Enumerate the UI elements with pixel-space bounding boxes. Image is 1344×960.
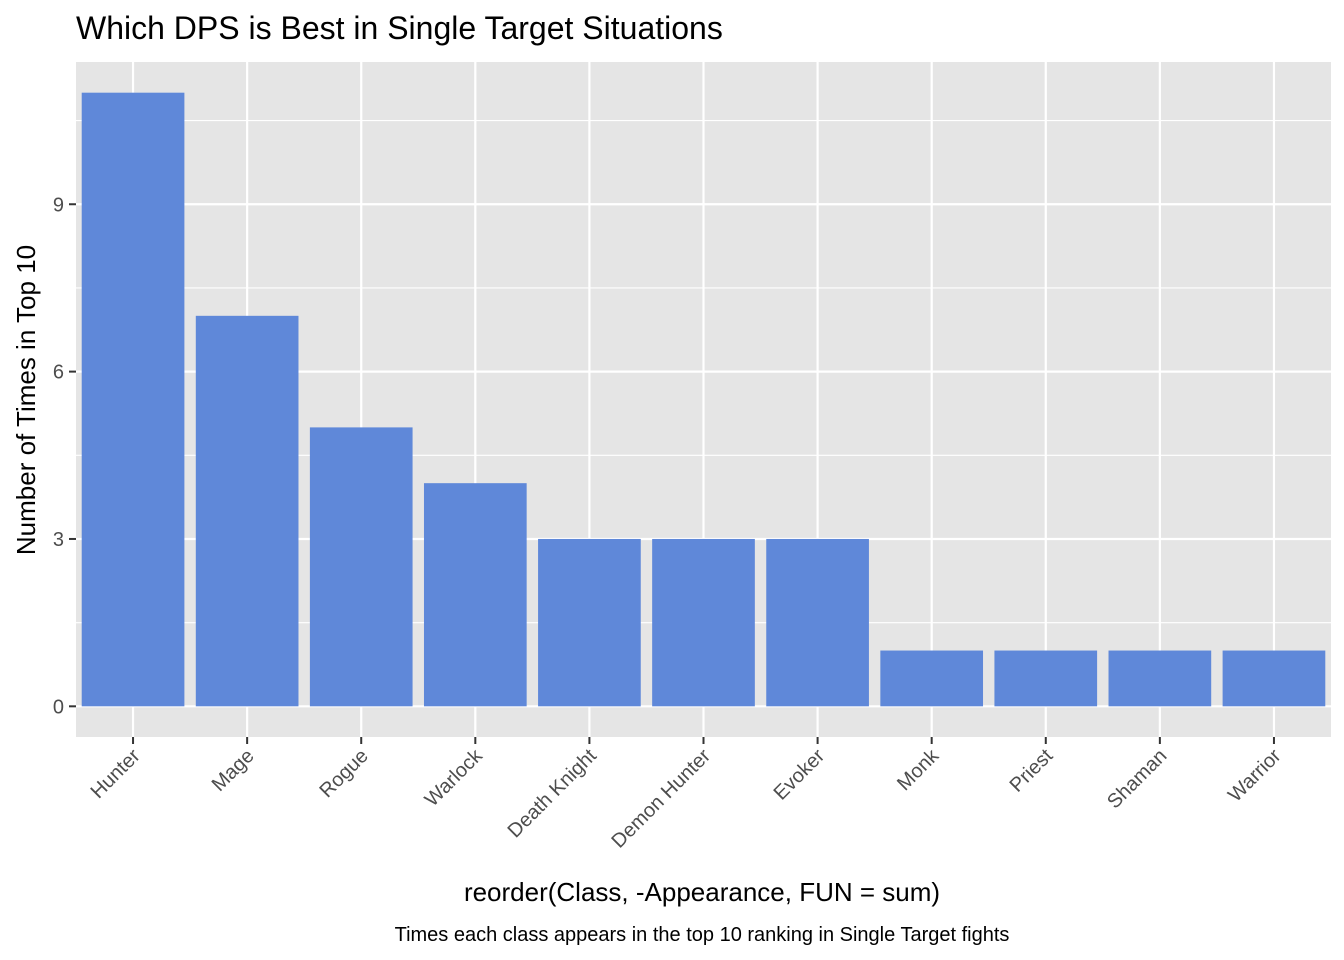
bar-warrior	[1222, 650, 1326, 707]
x-tick-label: Evoker	[770, 745, 830, 805]
x-tick-label: Shaman	[1103, 745, 1171, 813]
chart-caption: Times each class appears in the top 10 r…	[395, 924, 1010, 946]
x-tick-label: Priest	[1006, 745, 1058, 797]
y-axis: 0 3 6 9	[53, 194, 76, 718]
x-axis: Hunter Mage Rogue Warlock Death Knight Demon …	[87, 737, 1286, 853]
bar-shaman	[1108, 650, 1212, 707]
x-tick-label: Mage	[208, 745, 259, 796]
x-axis-title: reorder(Class, -Appearance, FUN = sum)	[464, 877, 940, 907]
bar-mage	[195, 315, 299, 707]
x-tick-label: Hunter	[87, 745, 145, 803]
bar-evoker	[766, 538, 869, 707]
bar-priest	[994, 650, 1098, 707]
bars	[81, 92, 1326, 707]
y-axis-title: Number of Times in Top 10	[11, 245, 41, 555]
x-tick-label: Warrior	[1224, 745, 1286, 807]
chart-title: Which DPS is Best in Single Target Situa…	[76, 10, 723, 46]
x-tick-label: Rogue	[316, 745, 373, 802]
bar-hunter	[81, 92, 185, 707]
bar-warlock	[423, 483, 527, 707]
bar-demon-hunter	[652, 538, 755, 707]
y-tick-label: 9	[53, 194, 64, 216]
bar-rogue	[309, 427, 413, 707]
x-tick-label: Death Knight	[504, 745, 602, 843]
x-tick-label: Warlock	[421, 744, 488, 811]
bar-death-knight	[538, 538, 641, 707]
x-tick-label: Monk	[893, 744, 944, 795]
y-tick-label: 6	[53, 362, 64, 384]
bar-monk	[880, 650, 984, 707]
y-tick-label: 3	[53, 529, 64, 551]
y-tick-label: 0	[53, 696, 64, 718]
x-tick-label: Demon Hunter	[608, 745, 716, 853]
